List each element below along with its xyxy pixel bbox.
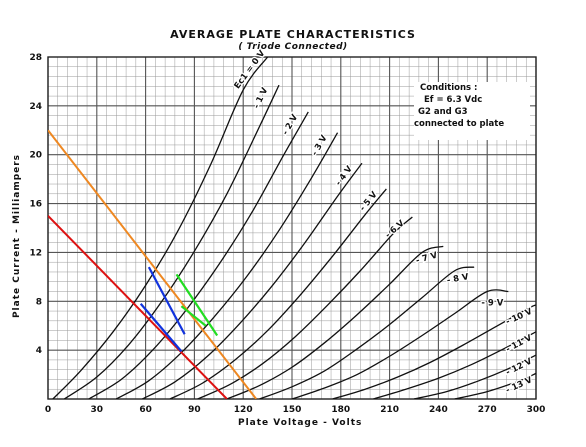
conditions-line-2: Ef = 6.3 Vdc (424, 95, 483, 105)
y-tick-label: 24 (29, 102, 42, 112)
x-tick-label: 300 (527, 405, 546, 415)
y-tick-label: 20 (29, 151, 42, 161)
series-line (197, 216, 413, 399)
series-label: - 13 V (504, 375, 534, 396)
series-line (226, 245, 444, 399)
series-line (454, 372, 536, 399)
conditions-line-3: G2 and G3 (418, 107, 468, 117)
series-label: - 2 V (281, 113, 301, 137)
x-tick-label: 150 (283, 405, 302, 415)
series-line (63, 84, 280, 399)
conditions-box: Conditions : Ef = 6.3 Vdc G2 and G3 conn… (414, 82, 530, 140)
conditions-line-1: Conditions : (420, 83, 478, 93)
x-tick-label: 60 (139, 405, 152, 415)
series-label: - 3 V (310, 133, 330, 157)
x-tick-label: 120 (234, 405, 253, 415)
series-line (88, 111, 309, 399)
y-tick-label: 16 (29, 200, 42, 210)
series-label: - 12 V (504, 356, 534, 378)
overlay-line (147, 266, 186, 335)
y-tick-label: 12 (29, 248, 42, 258)
series-label: - 6 V (384, 218, 407, 240)
series-label: - 9 V (481, 299, 503, 309)
series-line (52, 57, 269, 399)
series-line (373, 331, 536, 399)
y-tick-label: 4 (36, 346, 42, 356)
series-label: - 10 V (504, 307, 534, 328)
load-line (48, 215, 228, 399)
series-line (116, 132, 339, 399)
x-tick-label: 30 (91, 405, 104, 415)
conditions-line-4: connected to plate (414, 119, 505, 129)
x-tick-label: 90 (188, 405, 201, 415)
chart-subtitle: ( Triode Connected) (238, 42, 348, 52)
series-line (169, 188, 387, 399)
y-tick-label: 8 (36, 297, 42, 307)
series-line (142, 162, 363, 399)
series-label: - 1 V (252, 86, 271, 110)
series-label: - 11 V (504, 333, 534, 355)
overlay-line (139, 303, 183, 353)
x-tick-label: 0 (45, 405, 51, 415)
series-line (332, 304, 536, 399)
x-axis-label: Plate Voltage - Volts (238, 418, 363, 428)
series-line (291, 289, 509, 399)
x-tick-label: 240 (429, 405, 448, 415)
series-line (413, 354, 536, 399)
overlay-line (180, 305, 207, 327)
x-tick-label: 270 (478, 405, 497, 415)
load-line (48, 129, 258, 399)
y-tick-label: 28 (29, 53, 42, 63)
x-tick-label: 180 (331, 405, 350, 415)
x-tick-label: 210 (380, 405, 399, 415)
overlay-line (175, 273, 219, 337)
series-label: Ec1 = 0 V (233, 48, 268, 91)
series-line (259, 266, 475, 399)
chart-title: AVERAGE PLATE CHARACTERISTICS (170, 28, 416, 41)
